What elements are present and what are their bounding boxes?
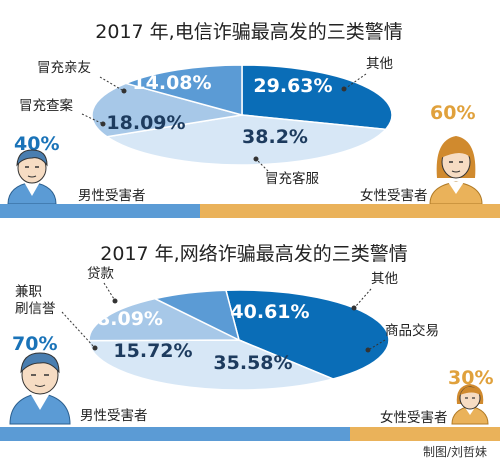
chart2-slice-label-parttime-pct: 15.72%: [113, 340, 192, 362]
chart1-bar-female: [200, 204, 500, 218]
chart1-female-percent: 60%: [430, 102, 475, 124]
chart2-dot-parttime: [92, 345, 98, 351]
chart2-female-label: 女性受害者: [380, 409, 448, 426]
chart1-female-avatar: [429, 136, 483, 205]
chart1-slice-label-friend-pct: 14.08%: [132, 72, 211, 94]
chart1-slice-case: [91, 82, 243, 138]
chart1-bar-male: [0, 204, 200, 218]
chart2-female-percent: 30%: [448, 367, 493, 389]
chart2-label-parttime-line1: 兼职: [15, 284, 42, 300]
chart1-leader-case: [81, 113, 102, 124]
chart2-leader-trade: [369, 339, 386, 350]
chart1-male-label: 男性受害者: [78, 188, 146, 204]
chart2-dot-loan: [112, 298, 118, 304]
chart2-bar-female: [350, 427, 500, 441]
chart2-slice-other: [224, 289, 390, 380]
chart1-slice-label-case-pct: 18.09%: [106, 112, 185, 134]
credit: 制图/刘哲妹: [423, 445, 487, 459]
chart2-slice-parttime: [88, 297, 240, 342]
chart1-dot-other: [341, 86, 347, 92]
chart2-title: 2017 年,网络诈骗最高发的三类警情: [100, 243, 407, 265]
chart1-label-friend: 冒充亲友: [37, 60, 91, 76]
chart2-leader-loan: [103, 282, 115, 300]
chart1-gender-bar: [0, 204, 500, 218]
chart1-male-avatar: [7, 149, 57, 205]
chart1-female-label: 女性受害者: [360, 187, 428, 204]
chart1-leader-friend: [99, 76, 123, 91]
chart1-label-service: 冒充客服: [265, 170, 319, 187]
chart2-bar-male: [0, 427, 350, 441]
chart2-slice-loan: [152, 289, 241, 342]
chart1-label-other: 其他: [366, 56, 393, 72]
chart1-leader-service: [256, 159, 269, 172]
chart2-male-avatar: [9, 352, 71, 425]
chart1-male-percent: 40%: [14, 133, 59, 155]
chart2-slice-trade: [88, 339, 336, 391]
chart2-label-trade: 商品交易: [385, 322, 439, 339]
chart2-slice-label-trade-pct: 35.58%: [213, 352, 292, 374]
chart2-label-parttime-line2: 刷信誉: [15, 301, 56, 317]
chart1-slice-service: [105, 114, 388, 166]
chart2-dot-trade: [365, 347, 371, 353]
chart2-male-label: 男性受害者: [80, 408, 148, 424]
chart1-slice-label-service-pct: 38.2%: [242, 126, 308, 148]
chart1-label-case: 冒充查案: [19, 97, 73, 114]
chart2-gender-bar: [0, 427, 500, 441]
chart2-label-loan: 贷款: [87, 266, 114, 282]
chart1-dot-case: [100, 121, 106, 127]
chart1-dot-service: [253, 156, 259, 162]
chart2-leader-parttime: [61, 311, 95, 348]
chart1-slice-friend: [123, 64, 243, 116]
chart1-slice-other: [241, 64, 393, 131]
chart1-leader-other: [345, 73, 367, 89]
chart2-female-avatar: [451, 384, 489, 425]
chart2-leader-other: [355, 288, 372, 307]
chart2-dot-other: [351, 305, 357, 311]
chart1-dot-friend: [121, 88, 127, 94]
chart1-title: 2017 年,电信诈骗最高发的三类警情: [95, 21, 402, 43]
chart1-pie: [91, 64, 393, 166]
chart2-label-other: 其他: [371, 271, 398, 287]
chart1-slice-label-other-pct: 29.63%: [253, 75, 332, 97]
chart2-slice-label-loan-pct: 8.09%: [97, 308, 163, 330]
chart2-pie: [88, 289, 390, 391]
chart2-male-percent: 70%: [12, 333, 57, 355]
chart2-slice-label-other-pct: 40.61%: [230, 301, 309, 323]
